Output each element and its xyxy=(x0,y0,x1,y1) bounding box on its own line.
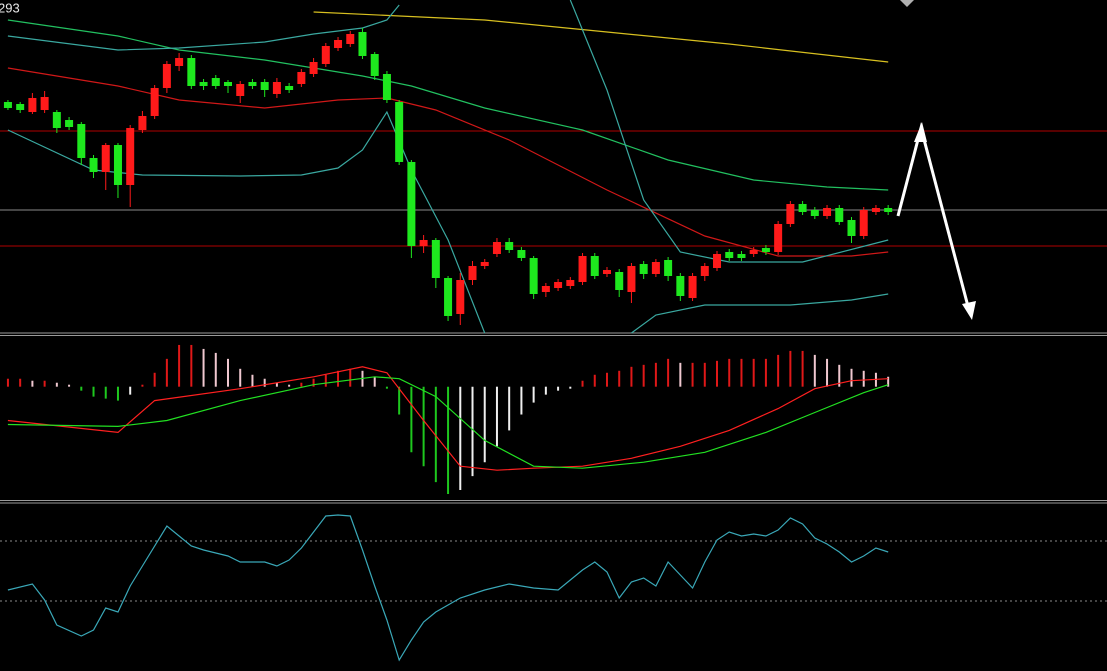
candle-body xyxy=(590,256,599,276)
candle-body xyxy=(101,145,110,172)
candle-body xyxy=(138,116,147,130)
indicator-line xyxy=(7,67,889,257)
candle-body xyxy=(688,276,697,298)
candle-body xyxy=(847,220,856,236)
candle-body xyxy=(89,158,98,172)
candle-body xyxy=(456,280,465,314)
candle-body xyxy=(786,204,795,224)
candle-body xyxy=(358,32,367,56)
candle-body xyxy=(468,266,477,280)
candle-body xyxy=(16,104,25,110)
candle-body xyxy=(199,82,208,86)
candle-body xyxy=(774,224,783,252)
candle-body xyxy=(737,254,746,258)
arrow-head xyxy=(914,122,927,142)
candle-body xyxy=(602,270,611,274)
indicator-line xyxy=(7,110,889,334)
candle-body xyxy=(52,112,61,128)
candle-body xyxy=(480,262,489,266)
candle-body xyxy=(664,260,673,276)
indicator-line xyxy=(7,0,889,263)
candle-body xyxy=(175,58,184,66)
candle-body xyxy=(492,242,501,254)
candle-body xyxy=(187,58,196,86)
candle-body xyxy=(211,78,220,86)
candle-body xyxy=(419,240,428,246)
candle-body xyxy=(126,128,135,185)
candle-body xyxy=(162,64,171,88)
candle-body xyxy=(749,250,758,254)
candle-body xyxy=(309,62,318,74)
candle-body xyxy=(395,102,404,162)
candle-body xyxy=(431,240,440,278)
candle-body xyxy=(346,34,355,44)
candle-body xyxy=(382,74,391,100)
candle-body xyxy=(835,208,844,222)
candle-body xyxy=(627,266,636,292)
price-label: 293 xyxy=(0,0,20,15)
candle-body xyxy=(676,276,685,296)
candle-body xyxy=(700,266,709,276)
candle-body xyxy=(884,208,893,212)
candle-body xyxy=(810,210,819,216)
candle-body xyxy=(529,258,538,294)
candle-body xyxy=(297,72,306,84)
candle-body xyxy=(260,82,269,90)
candle-body xyxy=(28,98,37,112)
candle-body xyxy=(541,286,550,292)
candle-body xyxy=(615,272,624,290)
candle-body xyxy=(150,88,159,116)
indicator-line xyxy=(313,11,889,63)
indicator-line xyxy=(7,366,889,471)
candle-body xyxy=(77,124,86,158)
candle-body xyxy=(554,282,563,288)
candle-body xyxy=(761,248,770,252)
candle-body xyxy=(285,86,294,90)
candle-body xyxy=(321,46,330,64)
candle-body xyxy=(40,97,49,110)
arrow-head xyxy=(962,301,976,320)
candle-body xyxy=(505,242,514,250)
candle-body xyxy=(224,82,233,86)
candle-body xyxy=(3,102,12,108)
indicator-line xyxy=(7,514,889,662)
annotation-arrows xyxy=(896,122,976,320)
candle-body xyxy=(566,280,575,286)
candle-body xyxy=(725,252,734,258)
candle-body xyxy=(444,278,453,316)
candle-body xyxy=(859,210,868,236)
marker xyxy=(900,0,914,7)
candle-body xyxy=(248,82,257,86)
candle-body xyxy=(65,120,74,127)
indicator-line xyxy=(7,376,889,469)
candle-body xyxy=(639,264,648,274)
candle-body xyxy=(370,54,379,76)
candle-body xyxy=(272,82,281,94)
candle-body xyxy=(236,84,245,96)
indicator-line xyxy=(7,19,889,191)
candle-body xyxy=(651,262,660,274)
candle-body xyxy=(798,204,807,212)
candle-body xyxy=(713,254,722,268)
candle-body xyxy=(407,162,416,246)
candle-body xyxy=(113,145,122,185)
candle-body xyxy=(517,250,526,258)
candle-body xyxy=(871,208,880,212)
candle-body xyxy=(334,40,343,48)
candle-body xyxy=(578,256,587,282)
candle-body xyxy=(823,208,832,216)
